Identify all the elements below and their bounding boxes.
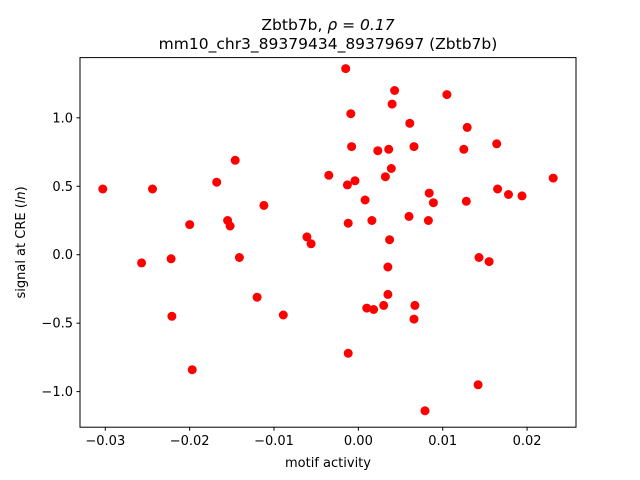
data-point	[234, 253, 244, 262]
data-point	[212, 177, 222, 187]
y-axis-label-italic: ln	[14, 191, 29, 203]
data-point	[492, 139, 502, 149]
data-point	[278, 310, 288, 320]
data-point	[459, 144, 469, 154]
data-point	[185, 220, 195, 230]
y-axis-ticks: −1.0 −0.5 0.0 0.5 1.0	[41, 111, 80, 400]
data-point	[343, 218, 353, 228]
data-point	[259, 200, 269, 210]
x-tick-label: −0.02	[170, 434, 210, 449]
data-point	[252, 292, 262, 302]
plot-frame	[79, 57, 577, 428]
data-point	[343, 348, 353, 358]
data-point	[409, 142, 419, 152]
data-point	[405, 118, 415, 128]
data-point	[362, 303, 372, 313]
data-point	[387, 99, 397, 109]
data-point	[346, 109, 356, 119]
data-point	[302, 232, 312, 242]
data-point	[385, 235, 395, 245]
data-point	[341, 64, 351, 74]
x-tick-label: 0.00	[344, 434, 373, 449]
data-point	[225, 221, 235, 231]
data-point	[462, 122, 472, 132]
x-tick-label: −0.03	[85, 434, 125, 449]
data-point	[360, 195, 370, 205]
y-tick-label: −1.0	[41, 385, 73, 400]
data-point	[324, 170, 334, 180]
data-point	[379, 300, 389, 310]
data-points	[98, 64, 558, 416]
data-point	[504, 190, 513, 199]
data-point	[306, 239, 316, 249]
data-point	[548, 173, 558, 183]
chart-title-line1: Zbtb7b, ρ = 0.17	[261, 16, 394, 34]
x-axis-ticks: −0.03 −0.02 −0.01 0.00 0.01 0.02	[85, 427, 542, 449]
y-tick-label: 0.0	[52, 248, 73, 263]
data-point	[373, 146, 383, 156]
data-point	[342, 180, 352, 190]
data-point	[350, 176, 360, 186]
data-point	[383, 262, 393, 272]
data-point	[420, 406, 430, 416]
data-point	[367, 216, 377, 225]
data-point	[442, 90, 452, 100]
data-point	[428, 198, 438, 208]
data-point	[148, 184, 157, 194]
data-point	[167, 311, 177, 321]
y-tick-label: −0.5	[41, 317, 73, 332]
data-point	[409, 314, 419, 324]
data-point	[187, 365, 197, 375]
chart-title-gene: Zbtb7b,	[261, 16, 327, 34]
data-point	[517, 191, 527, 201]
data-point	[380, 172, 390, 182]
data-point	[424, 188, 434, 198]
data-point	[473, 380, 483, 390]
data-point	[369, 305, 379, 314]
data-point	[137, 258, 147, 268]
y-axis-label-prefix: signal at CRE (	[14, 203, 29, 298]
x-axis-label: motif activity	[285, 456, 371, 471]
y-tick-label: 1.0	[52, 111, 73, 126]
data-point	[383, 289, 393, 299]
x-tick-label: −0.01	[254, 434, 294, 449]
chart-title-line2: mm10_chr3_89379434_89379697 (Zbtb7b)	[159, 35, 498, 54]
data-point	[166, 254, 176, 264]
data-point	[230, 155, 240, 165]
data-point	[493, 184, 503, 194]
data-point	[423, 216, 433, 225]
x-tick-label: 0.01	[428, 434, 457, 449]
x-tick-label: 0.02	[513, 434, 542, 449]
chart-title-rho: ρ = 0.17	[327, 16, 394, 34]
y-tick-label: 0.5	[52, 180, 73, 195]
data-point	[98, 184, 108, 194]
data-point	[347, 142, 357, 152]
data-point	[390, 86, 400, 95]
data-point	[461, 196, 471, 206]
y-axis-label: signal at CRE (ln)	[14, 186, 29, 298]
data-point	[410, 300, 420, 310]
data-point	[384, 144, 394, 154]
data-point	[386, 164, 396, 173]
data-point	[404, 211, 414, 221]
data-point	[474, 253, 484, 262]
data-point	[484, 257, 494, 267]
y-axis-label-suffix: )	[14, 186, 29, 191]
